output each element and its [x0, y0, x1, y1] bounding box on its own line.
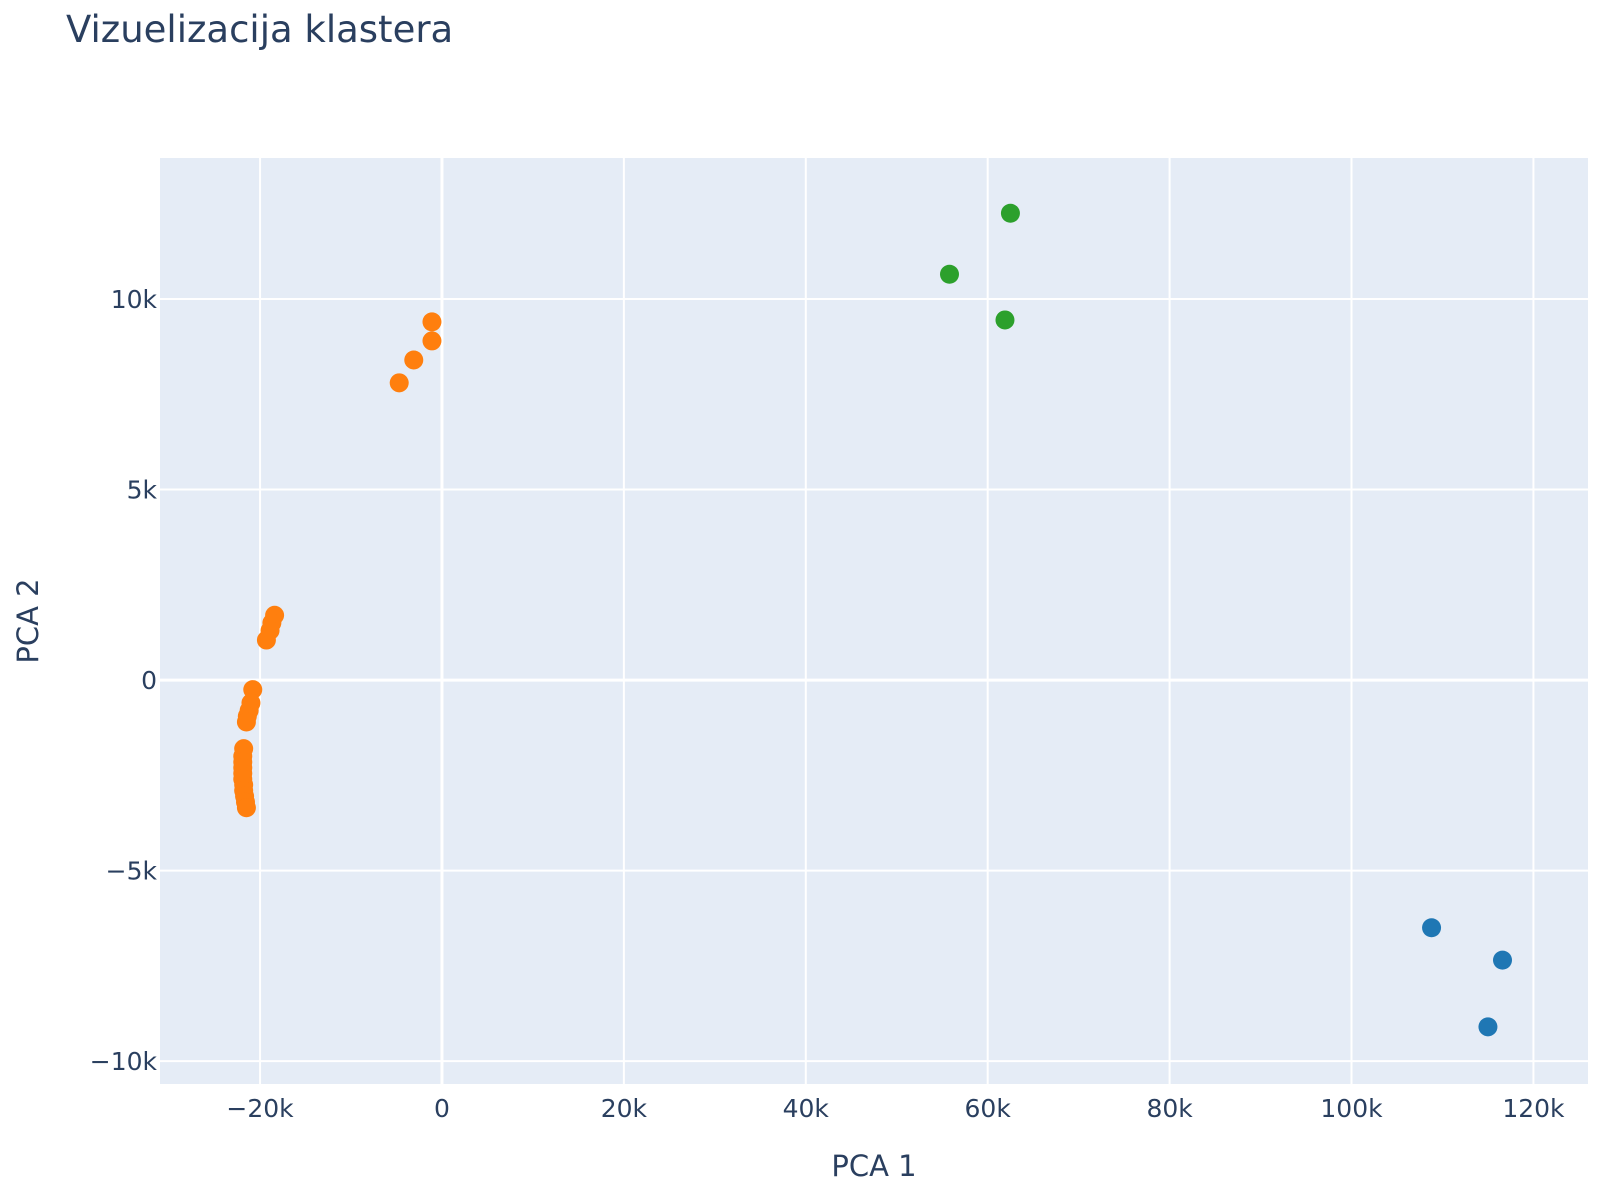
- x-tick-label: 100k: [1320, 1094, 1383, 1123]
- data-points: [233, 203, 1513, 1037]
- scatter-point-cluster-1: [422, 331, 442, 351]
- x-tick-label: −20k: [226, 1094, 294, 1123]
- scatter-point-cluster-1: [236, 798, 256, 818]
- x-tick-label: 60k: [965, 1094, 1012, 1123]
- x-tick-label: 0: [434, 1094, 450, 1123]
- y-tick-label: 10k: [111, 285, 158, 314]
- y-tick-labels: −10k −5k 0 5k 10k: [90, 285, 158, 1076]
- y-tick-label: 0: [141, 666, 157, 695]
- scatter-point-cluster-2: [995, 310, 1015, 330]
- scatter-point-cluster-2: [1000, 203, 1020, 223]
- y-tick-label: −5k: [106, 857, 158, 886]
- scatter-point-cluster-1: [256, 630, 276, 650]
- scatter-point-cluster-1: [422, 312, 442, 332]
- grid-lines: [160, 158, 1588, 1084]
- scatter-point-cluster-0: [1493, 950, 1513, 970]
- x-tick-label: 80k: [1146, 1094, 1193, 1123]
- y-tick-label: 5k: [127, 476, 158, 505]
- scatter-point-cluster-1: [236, 712, 256, 732]
- scatter-point-cluster-0: [1478, 1017, 1498, 1037]
- y-tick-label: −10k: [90, 1047, 158, 1076]
- scatter-point-cluster-0: [1422, 918, 1442, 938]
- chart-title: Vizuelizacija klastera: [66, 8, 453, 51]
- scatter-point-cluster-1: [404, 350, 424, 370]
- x-tick-label: 20k: [601, 1094, 648, 1123]
- x-tick-labels: −20k 0 20k 40k 60k 80k 100k 120k: [226, 1094, 1565, 1123]
- x-axis-title: PCA 1: [831, 1149, 916, 1183]
- y-axis-title: PCA 2: [11, 578, 45, 663]
- x-tick-label: 40k: [783, 1094, 830, 1123]
- x-tick-label: 120k: [1502, 1094, 1565, 1123]
- plot-area: [160, 158, 1588, 1084]
- scatter-point-cluster-2: [939, 264, 959, 284]
- scatter-point-cluster-1: [389, 373, 409, 393]
